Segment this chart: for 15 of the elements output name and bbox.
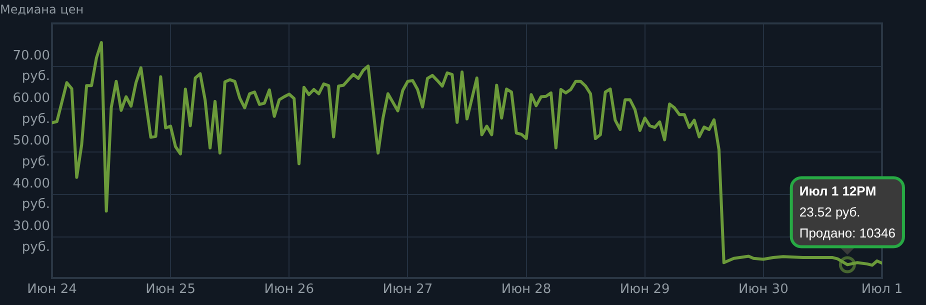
y-tick-label: 30.00 руб. [12, 219, 50, 255]
x-tick-label: Июн 24 [27, 282, 77, 298]
x-tick-label: Июн 26 [264, 282, 314, 298]
x-tick-label: Июн 27 [382, 282, 433, 298]
y-tick-label: 70.00 руб. [12, 48, 50, 84]
x-tick-label: Июн 30 [738, 282, 788, 298]
x-tick-label: Июн 25 [146, 282, 196, 298]
x-tick-label: Июл 1 [861, 282, 903, 298]
y-tick-label: 50.00 руб. [12, 134, 50, 170]
chart-title: Медиана цен [0, 2, 84, 16]
x-tick-label: Июн 29 [620, 282, 670, 298]
annotation: Июл 1 12PM 23.52 руб. Продано: 10346 [799, 183, 896, 240]
y-tick-label: 40.00 руб. [12, 176, 50, 212]
x-tick-label: Июн 28 [501, 282, 552, 298]
y-tick-label: 60.00 руб. [12, 91, 50, 127]
